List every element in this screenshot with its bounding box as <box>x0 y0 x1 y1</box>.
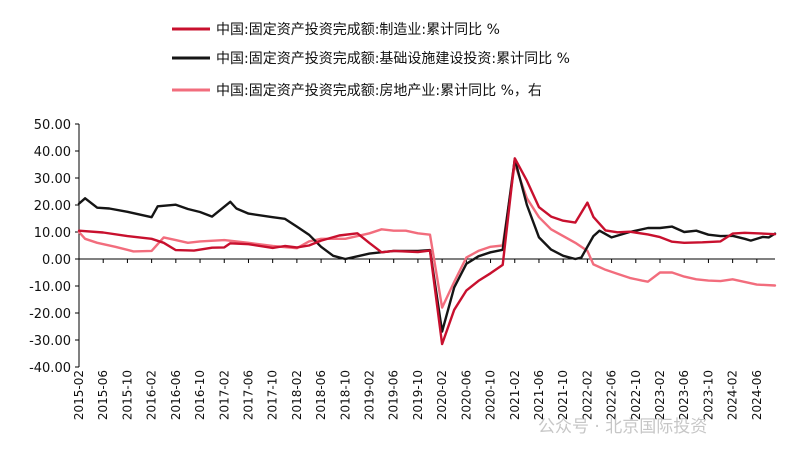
legend: 中国:固定资产投资完成额:制造业:累计同比 % 中国:固定资产投资完成额:基础设施… <box>172 22 570 99</box>
x-tick-label: 2021-06 <box>532 370 546 420</box>
y-tick-label: 50.00 <box>34 118 71 133</box>
x-tick-label: 2016-10 <box>193 370 207 420</box>
y-tick-label: -40.00 <box>29 361 71 376</box>
x-tick-label: 2024-06 <box>750 370 764 420</box>
x-tick-label: 2023-10 <box>701 370 715 420</box>
series-line-3 <box>77 162 777 309</box>
y-tick-label: -30.00 <box>29 334 71 349</box>
x-tick-label: 2020-10 <box>484 370 498 420</box>
x-tick-label: 2022-06 <box>605 370 619 420</box>
x-tick-label: 2019-10 <box>411 370 425 420</box>
x-tick-label: 2015-06 <box>96 370 110 420</box>
y-tick-label: 0.00 <box>42 253 71 268</box>
x-tick-label: 2022-02 <box>580 370 594 420</box>
x-tick-label: 2023-06 <box>677 370 691 420</box>
legend-label-2: 中国:固定资产投资完成额:基础设施建设投资:累计同比 % <box>216 50 570 67</box>
x-axis: 2015-02 2015-06 2015-10 2016-02 2016-06 2016-… <box>72 258 775 420</box>
x-tick-label: 2015-10 <box>120 370 134 420</box>
x-tick-label: 2017-02 <box>217 370 231 420</box>
series-line-1 <box>77 157 777 346</box>
watermark-text: 公众号 · 北京国际投资 <box>538 417 707 437</box>
y-tick-label: 30.00 <box>34 172 71 187</box>
x-tick-label: 2018-10 <box>338 370 352 420</box>
legend-label-1: 中国:固定资产投资完成额:制造业:累计同比 % <box>216 22 500 38</box>
x-tick-label: 2018-02 <box>290 370 304 420</box>
x-tick-label: 2015-02 <box>72 370 86 420</box>
x-tick-label: 2019-02 <box>363 370 377 420</box>
x-tick-label: 2018-06 <box>314 370 328 420</box>
series-line-2 <box>77 157 777 333</box>
x-tick-label: 2023-02 <box>653 370 667 420</box>
y-tick-label: 40.00 <box>34 145 71 160</box>
x-tick-label: 2017-06 <box>241 370 255 420</box>
y-tick-label: 10.00 <box>34 226 71 241</box>
y-tick-label: -10.00 <box>29 280 71 295</box>
y-axis: 50.00 40.00 30.00 20.00 10.00 0.00 -10.00 -20.0… <box>29 118 80 376</box>
x-tick-label: 2022-10 <box>629 370 643 420</box>
x-tick-label: 2021-02 <box>508 370 522 420</box>
y-tick-label: -20.00 <box>29 307 71 322</box>
x-tick-label: 2021-10 <box>556 370 570 420</box>
y-tick-label: 20.00 <box>34 199 71 214</box>
x-tick-label: 2016-02 <box>145 370 159 420</box>
x-tick-label: 2019-06 <box>387 370 401 420</box>
series-lines <box>77 157 777 346</box>
x-tick-label: 2016-06 <box>169 370 183 420</box>
x-tick-label: 2020-06 <box>459 370 473 420</box>
x-tick-label: 2017-10 <box>266 370 280 420</box>
x-tick-label: 2024-02 <box>726 370 740 420</box>
x-tick-label: 2020-02 <box>435 370 449 420</box>
legend-label-3: 中国:固定资产投资完成额:房地产业:累计同比 %，右 <box>216 83 542 99</box>
